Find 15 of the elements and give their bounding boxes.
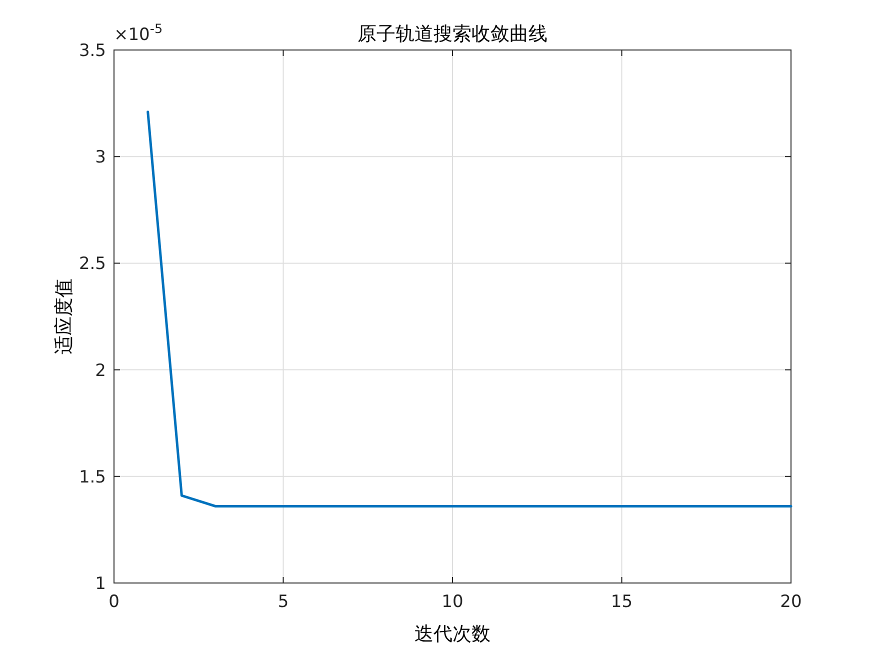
y-tick-label: 1	[95, 574, 106, 594]
y-tick-label: 3	[95, 148, 106, 168]
x-tick-label: 15	[610, 592, 633, 612]
y-tick-label: 2	[95, 360, 106, 381]
x-tick-label: 5	[278, 592, 289, 612]
text: ×10$^{-5}$	[114, 22, 163, 45]
x-tick-label: 0	[108, 592, 120, 612]
y-tick-label: 1.5	[78, 467, 106, 488]
y-axis-title: 适应度值	[53, 278, 75, 354]
x-tick-label: 20	[780, 592, 802, 612]
x-axis-title: 迭代次数	[414, 623, 490, 645]
chart-title: 原子轨道搜索收敛曲线	[358, 23, 548, 45]
y-tick-label: 3.5	[78, 41, 106, 61]
x-tick-label: 10	[442, 592, 464, 612]
y-tick-label: 2.5	[78, 254, 106, 274]
